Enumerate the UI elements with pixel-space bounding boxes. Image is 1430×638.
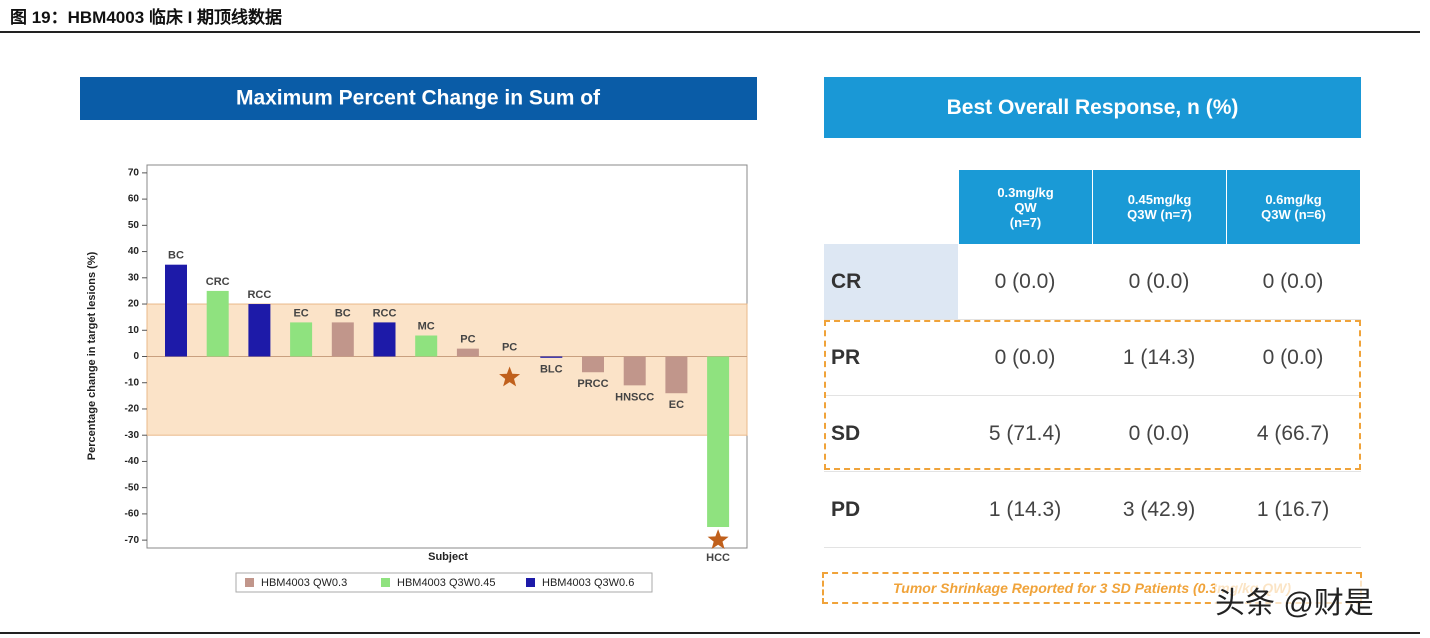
highlight-box [824,320,1361,470]
table-cell: 5 (71.4) [988,421,1062,445]
star-marker [707,529,729,549]
bar [248,304,271,357]
top-rule [0,31,1420,33]
legend-swatch [526,578,535,587]
table-row: PR 0 (0.0) 1 (14.3) 0 (0.0) [824,320,1361,396]
y-tick-label: -50 [125,482,140,493]
response-table: 0.3mg/kg QW (n=7) 0.45mg/kg Q3W (n=7) 0.6m… [824,170,1361,548]
shaded-band [146,303,748,436]
table-banner: Best Overall Response, n (%) [824,77,1361,138]
bar [707,356,730,528]
bar-label: CRC [206,276,230,288]
bar [623,356,646,386]
y-tick-label: 0 [133,351,139,362]
table-cell: 0 (0.0) [1128,421,1190,445]
chart-banner [80,77,757,120]
table-cell: 1 (14.3) [988,497,1062,521]
y-tick-label: -10 [125,377,140,388]
table-cell: 4 (66.7) [1256,421,1330,445]
bar-label: BC [335,307,351,319]
y-tick-label: 70 [128,168,140,179]
y-tick-label: 30 [128,272,140,283]
y-tick-label: -70 [125,535,140,546]
bar [206,290,229,357]
y-tick-label: 50 [128,220,140,231]
bar-label: RCC [373,307,397,319]
legend-label: HBM4003 QW0.3 [261,577,347,589]
legend-label: HBM4003 Q3W0.6 [542,577,634,589]
y-tick-label: 10 [128,325,140,336]
table-row: CR 0 (0.0) 0 (0.0) 0 (0.0) [824,244,1361,320]
bar [582,356,604,373]
table-row: PD 1 (14.3) 3 (42.9) 1 (16.7) [824,472,1361,548]
y-tick-label: -30 [125,430,140,441]
y-tick-label: 40 [128,246,140,257]
bar-label: RCC [247,289,271,301]
bar-label: EC [669,399,684,411]
header-cell [824,170,958,244]
bar-label: EC [293,307,308,319]
y-tick-label: -60 [125,509,140,520]
row-label: PD [831,497,861,521]
bar-label: PC [460,334,475,346]
y-tick-label: -40 [125,456,140,467]
bar [165,264,187,357]
legend-box [235,572,653,593]
y-tick-label: 60 [128,194,140,205]
row-label: SD [831,421,861,445]
chart-title: Maximum Percent Change in Sum of [236,87,601,110]
column-header: 0.6mg/kg Q3W (n=6) [1226,170,1360,244]
table-cell: 1 (16.7) [1256,497,1330,521]
bar-label: PRCC [577,378,608,390]
table-title: Best Overall Response, n (%) [824,77,1361,138]
star-marker [499,366,521,387]
row-label: PR [831,345,861,369]
header-row: 0.3mg/kg QW (n=7) 0.45mg/kg Q3W (n=7) 0.6m… [824,170,1361,244]
bar-label: BLC [540,364,563,376]
row-label: CR [824,244,958,319]
table-cell: 0 (0.0) [1262,269,1324,293]
bar-label: HNSCC [615,391,654,403]
watermark: 头条 @财是 [1215,578,1374,622]
bar-label: MC [418,320,435,332]
bar [456,348,479,357]
bottom-rule [0,632,1420,634]
bar-label: PC [502,341,517,353]
table-cell: 0 (0.0) [994,345,1056,369]
bar [331,322,354,357]
bar-label: HCC [706,552,730,564]
column-header: 0.3mg/kg QW (n=7) [958,170,1092,244]
bar [665,356,688,394]
y-tick-label: 20 [128,299,140,310]
legend-swatch [245,578,254,587]
x-axis-label: Subject [428,551,468,563]
y-tick-label: -20 [125,404,140,415]
table-cell: 3 (42.9) [1122,497,1196,521]
bar [290,322,313,357]
bar [540,356,563,358]
bar-label: BC [168,250,184,262]
bar [415,335,438,357]
table-cell: 1 (14.3) [1122,345,1196,369]
table-cell: 0 (0.0) [1128,269,1190,293]
legend-label: HBM4003 Q3W0.45 [397,577,495,589]
table-cell: 0 (0.0) [994,269,1056,293]
bar [373,322,396,357]
table-cell: 0 (0.0) [1262,345,1324,369]
table-row: SD 5 (71.4) 0 (0.0) 4 (66.7) [824,396,1361,472]
figure-title: 图 19：HBM4003 临床 I 期顶线数据 [10,8,283,27]
y-axis-label: Percentage change in target lesions (%) [86,251,98,460]
column-header: 0.45mg/kg Q3W (n=7) [1092,170,1226,244]
legend-swatch [381,578,390,587]
